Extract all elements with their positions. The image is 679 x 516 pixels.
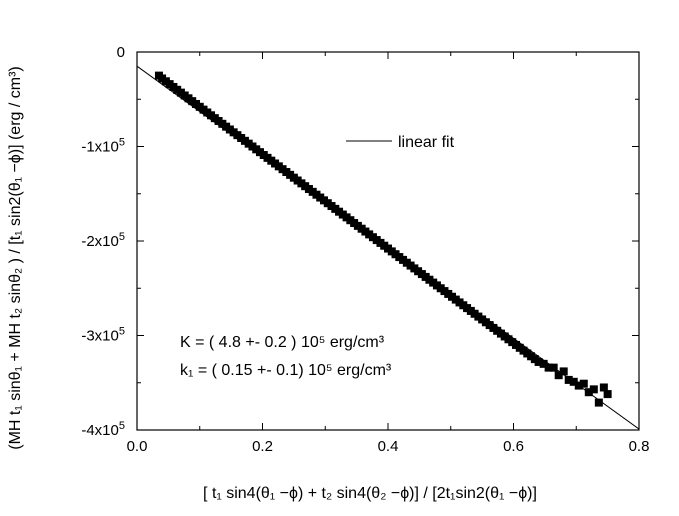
data-point — [599, 383, 608, 392]
y-axis-label: (MH t₁ sinθ₁ + MH t₂ sinθ₂ ) / [t₁ sin2(… — [7, 66, 24, 449]
y-tick-label: 0 — [117, 44, 125, 61]
data-point — [564, 375, 573, 384]
data-point — [544, 363, 553, 372]
y-tick-label: -1x105 — [81, 137, 125, 156]
x-tick-label: 0.2 — [252, 438, 273, 455]
data-point — [594, 398, 603, 407]
annotation-k1: k₁ = ( 0.15 +- 0.1) 10⁵ erg/cm³ — [180, 362, 392, 379]
data-point — [584, 388, 593, 397]
data-point — [559, 367, 568, 376]
y-tick-labels: 0 -1x105 -2x105 -3x105 -4x105 — [81, 44, 125, 439]
annotation-k: K = ( 4.8 +- 0.2 ) 10⁵ erg/cm³ — [180, 334, 385, 351]
data-point — [574, 381, 583, 390]
data-point — [603, 390, 612, 399]
data-point — [569, 377, 578, 386]
x-tick-label: 0.6 — [503, 438, 524, 455]
y-tick-label: -3x105 — [81, 326, 125, 345]
x-tick-labels: 0.0 0.2 0.4 0.6 0.8 — [127, 438, 650, 455]
data-point — [589, 385, 598, 394]
legend: linear fit — [346, 134, 455, 151]
y-tick-label: -4x105 — [81, 420, 125, 439]
data-point — [539, 359, 548, 368]
legend-label: linear fit — [398, 134, 455, 151]
x-tick-label: 0.8 — [629, 438, 650, 455]
data-point — [534, 357, 543, 366]
x-axis-label: [ t₁ sin4(θ₁ −ϕ) + t₂ sin4(θ₂ −ϕ)] / [2t… — [203, 485, 537, 502]
data-point — [549, 363, 558, 372]
axis-ticks — [136, 51, 640, 431]
x-tick-label: 0.4 — [378, 438, 399, 455]
data-point — [579, 379, 588, 388]
scatter-markers — [154, 71, 612, 407]
y-tick-label: -2x105 — [81, 231, 125, 250]
data-point — [554, 371, 563, 380]
x-tick-label: 0.0 — [127, 438, 148, 455]
